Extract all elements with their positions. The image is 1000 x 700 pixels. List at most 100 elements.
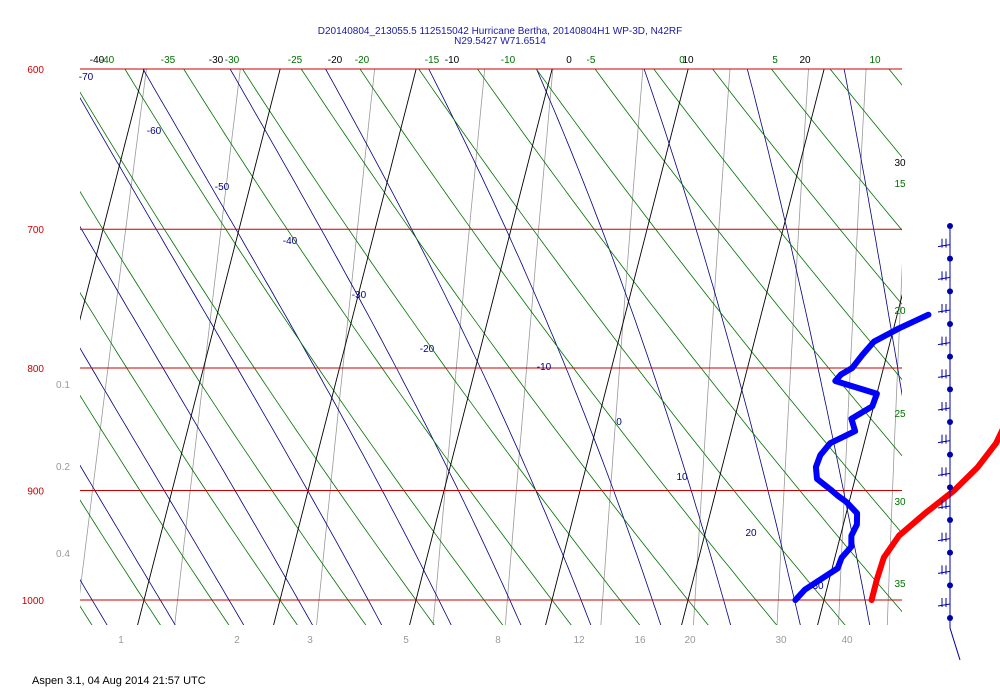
isotherm-line xyxy=(137,69,281,625)
mixing-ratio-line xyxy=(432,69,486,625)
top-tick-label: 20 xyxy=(799,55,811,66)
mixing-ratio-label: 30 xyxy=(775,635,787,646)
top-tick-label: -40 xyxy=(100,55,115,66)
mixing-ratio-label: 20 xyxy=(684,635,696,646)
isotherm-line xyxy=(545,69,689,625)
moist-adiabat-label: -50 xyxy=(215,182,230,193)
dry-adiabat-line xyxy=(183,69,572,625)
moist-adiabat-label: -10 xyxy=(537,362,552,373)
mixing-ratio-line xyxy=(838,69,867,625)
right-tick-label: 25 xyxy=(894,409,906,420)
dry-adiabat-line xyxy=(977,34,1000,661)
top-tick-label: -30 xyxy=(225,55,240,66)
wind-dot xyxy=(947,288,953,295)
mixing-ratio-line xyxy=(174,69,241,625)
moist-adiabat-line xyxy=(142,69,452,625)
moist-adiabat-line xyxy=(643,69,801,625)
mixing-ratio-label: 12 xyxy=(573,635,585,646)
top-tick-label: 0 xyxy=(679,55,685,66)
wind-barb xyxy=(937,505,951,509)
top-tick-label: 10 xyxy=(869,55,881,66)
moist-adiabat-line xyxy=(80,347,245,625)
mixing-ratio-label: 16 xyxy=(634,635,646,646)
wind-barb xyxy=(937,603,951,607)
wind-barb-staff xyxy=(937,223,961,661)
right-tick-label: 30 xyxy=(894,497,906,508)
wind-dot xyxy=(947,255,953,262)
top-tick-label: -10 xyxy=(445,55,460,66)
mixing-ratio-label: 8 xyxy=(495,635,501,646)
wind-dot xyxy=(947,517,953,523)
right-tick-label: 35 xyxy=(894,579,906,590)
moist-adiabat-label: -60 xyxy=(147,126,162,137)
chart-title: D20140804_213055.5 112515042 Hurricane B… xyxy=(318,26,683,37)
isotherm-line xyxy=(681,69,825,625)
dry-adiabat-line xyxy=(80,190,367,625)
chart-subtitle: N29.5427 W71.6514 xyxy=(454,36,546,47)
mixing-ratio-line xyxy=(316,69,376,625)
moist-adiabat-label: 20 xyxy=(745,528,757,539)
dry-adiabat-line xyxy=(359,69,778,625)
pressure-label-600: 600 xyxy=(27,65,44,76)
mixing-ratio-line xyxy=(0,34,63,661)
wind-dot xyxy=(947,451,953,458)
moist-adiabat-line xyxy=(746,69,871,625)
wind-dot xyxy=(947,321,953,327)
dry-adiabat-line xyxy=(712,69,902,305)
dry-adiabat-line xyxy=(242,69,641,625)
top-tick-label: -30 xyxy=(209,55,224,66)
dry-adiabat-line xyxy=(124,69,504,625)
pressure-label-800: 800 xyxy=(27,364,44,375)
dry-adiabat-line xyxy=(653,69,902,381)
top-tick-label: -20 xyxy=(355,55,370,66)
right-tick-label: 15 xyxy=(894,179,906,190)
moist-adiabat-label: 0 xyxy=(616,417,622,428)
wind-barb xyxy=(937,309,951,313)
axis-labels: -40-40 -35 -30 -30 -25 -20 -20 -15 -10 -10 0 -5 010 5… xyxy=(56,55,906,646)
moist-adiabat-label: -40 xyxy=(283,236,298,247)
moist-adiabat-line xyxy=(536,69,732,625)
wind-barb xyxy=(937,538,951,542)
mixing-ratio-label: 1 xyxy=(118,635,124,646)
wind-barb xyxy=(937,570,951,574)
top-tick-label: -40 xyxy=(90,55,105,66)
moist-adiabat-line xyxy=(428,69,662,625)
mixing-ratio-line xyxy=(504,69,554,625)
moist-adiabat-line xyxy=(325,69,592,625)
wind-dot xyxy=(947,353,953,360)
moist-adiabat-line xyxy=(80,464,176,625)
wind-dot xyxy=(947,223,953,229)
top-tick-label: -10 xyxy=(501,55,516,66)
mixing-ratio-label: 40 xyxy=(841,635,853,646)
moist-adiabat-line xyxy=(930,34,1000,661)
mixing-ratio-left-label: 0.4 xyxy=(56,549,70,560)
moist-adiabat-label: 10 xyxy=(676,472,688,483)
mixing-ratio-line xyxy=(776,69,809,625)
moist-adiabat-line xyxy=(0,34,61,661)
mixing-ratio-line xyxy=(978,34,999,661)
wind-barb xyxy=(937,407,951,411)
top-tick-label: 10 xyxy=(682,55,694,66)
wind-barb xyxy=(937,276,951,280)
dry-adiabat-line xyxy=(829,69,902,158)
wind-barb xyxy=(937,472,951,476)
sounding-profiles xyxy=(792,311,1000,603)
mixing-ratio-left-label: 0.2 xyxy=(56,462,70,473)
wind-barb xyxy=(937,342,951,346)
isotherm-line xyxy=(817,293,902,625)
temperature-profile xyxy=(868,428,1000,603)
isotherm-line xyxy=(0,34,17,661)
footer-text: Aspen 3.1, 04 Aug 2014 21:57 UTC xyxy=(32,675,206,687)
top-tick-label: -25 xyxy=(288,55,303,66)
isobar-lines: 600 700 800 900 1000 xyxy=(22,65,902,607)
moist-adiabat-lines xyxy=(0,34,1000,661)
wind-barb xyxy=(937,440,951,444)
mixing-ratio-line xyxy=(80,69,147,595)
dry-adiabat-line xyxy=(80,91,435,625)
wind-dot xyxy=(947,386,953,393)
wind-surface-barb xyxy=(949,627,961,661)
moist-adiabat-label: -30 xyxy=(352,290,367,301)
wind-dot xyxy=(947,549,953,556)
wind-dot xyxy=(947,615,953,621)
